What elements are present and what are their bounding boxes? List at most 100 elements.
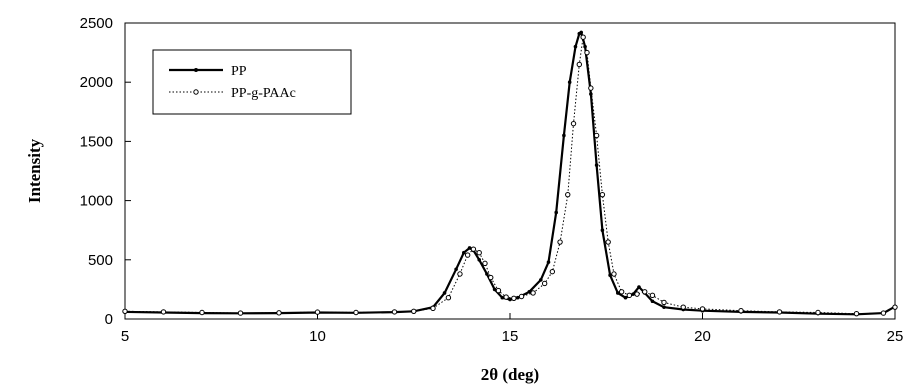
x-tick-label: 20	[694, 328, 711, 345]
data-point	[500, 295, 505, 300]
data-point	[508, 297, 512, 302]
data-point	[488, 274, 494, 281]
data-point	[430, 305, 436, 312]
legend-label: PP-g-PAAc	[231, 86, 296, 101]
data-point	[565, 191, 571, 198]
legend-marker	[193, 89, 199, 95]
data-point	[515, 295, 520, 300]
data-point	[518, 293, 525, 300]
y-tick-label: 0	[105, 311, 113, 328]
data-point	[314, 309, 321, 315]
x-tick-label: 15	[502, 328, 519, 345]
data-point	[634, 291, 640, 297]
x-axis-title: 2θ (deg)	[481, 365, 539, 384]
data-point	[608, 273, 612, 277]
y-axis-title: Intensity	[25, 138, 44, 203]
data-point	[492, 287, 497, 292]
legend: PP PP-g-PAAc	[152, 49, 352, 115]
data-point	[546, 260, 551, 264]
data-point	[699, 306, 706, 312]
data-point	[557, 239, 563, 245]
data-point	[485, 272, 489, 276]
data-point	[477, 258, 482, 262]
x-tick-label: 25	[887, 328, 904, 345]
series-layer	[122, 30, 898, 317]
data-point	[616, 291, 620, 295]
data-point	[541, 280, 548, 287]
data-point	[623, 295, 628, 300]
data-point	[576, 61, 582, 68]
series-line-pp	[124, 30, 896, 316]
axes: 5 10 15 20 25 0 500 1000 1500 2000 2500	[80, 15, 904, 345]
data-point	[530, 290, 536, 296]
data-point	[605, 239, 611, 245]
data-point	[237, 310, 244, 316]
data-point	[554, 210, 558, 215]
data-point	[454, 267, 458, 272]
data-point	[482, 260, 488, 267]
data-point	[662, 305, 666, 309]
data-point	[579, 30, 584, 35]
legend-item: PP	[169, 64, 247, 79]
data-point	[199, 309, 205, 316]
data-point	[584, 49, 590, 56]
data-point	[411, 308, 417, 315]
data-point	[626, 292, 633, 299]
data-point	[593, 132, 600, 139]
data-point	[594, 163, 599, 167]
data-point	[476, 249, 482, 256]
x-tick-label: 10	[309, 328, 326, 345]
data-point	[650, 299, 655, 304]
data-point	[562, 133, 566, 138]
data-point	[661, 299, 667, 306]
data-point	[527, 289, 532, 294]
data-point	[442, 291, 447, 295]
y-tick-label: 1000	[80, 193, 113, 210]
data-point	[160, 309, 167, 315]
data-point	[464, 252, 471, 258]
data-point	[511, 295, 517, 301]
data-point	[276, 310, 282, 316]
data-point	[588, 85, 594, 91]
x-tick-label: 5	[121, 328, 129, 345]
data-point	[776, 309, 783, 315]
data-point	[738, 308, 744, 314]
series-1	[122, 34, 898, 317]
legend-item: PP-g-PAAc	[169, 86, 296, 101]
data-point	[570, 120, 577, 127]
data-point	[680, 304, 686, 310]
data-point	[580, 34, 586, 40]
data-point	[649, 292, 656, 299]
data-point	[391, 309, 398, 315]
data-point	[495, 287, 502, 294]
y-tick-label: 2500	[80, 15, 113, 32]
data-point	[599, 191, 606, 198]
data-point	[462, 250, 466, 255]
data-point	[122, 308, 128, 315]
data-point	[815, 309, 821, 316]
y-tick-label: 500	[88, 252, 113, 269]
data-point	[539, 278, 543, 282]
data-point	[589, 92, 593, 96]
y-tick-label: 1500	[80, 133, 113, 150]
data-point	[853, 310, 860, 317]
data-point	[618, 289, 625, 295]
data-point	[600, 228, 605, 232]
data-point	[467, 246, 472, 250]
data-point	[642, 289, 648, 295]
legend-marker	[194, 68, 198, 72]
data-point	[567, 80, 572, 84]
data-point	[470, 246, 477, 252]
data-point	[549, 268, 556, 275]
data-point	[445, 294, 452, 301]
data-point	[457, 271, 463, 277]
legend-label: PP	[231, 64, 247, 79]
data-point	[611, 271, 617, 277]
data-point	[892, 304, 898, 310]
data-point	[880, 310, 887, 316]
data-point	[503, 294, 509, 300]
data-point	[637, 285, 641, 289]
y-tick-label: 2000	[80, 74, 113, 91]
